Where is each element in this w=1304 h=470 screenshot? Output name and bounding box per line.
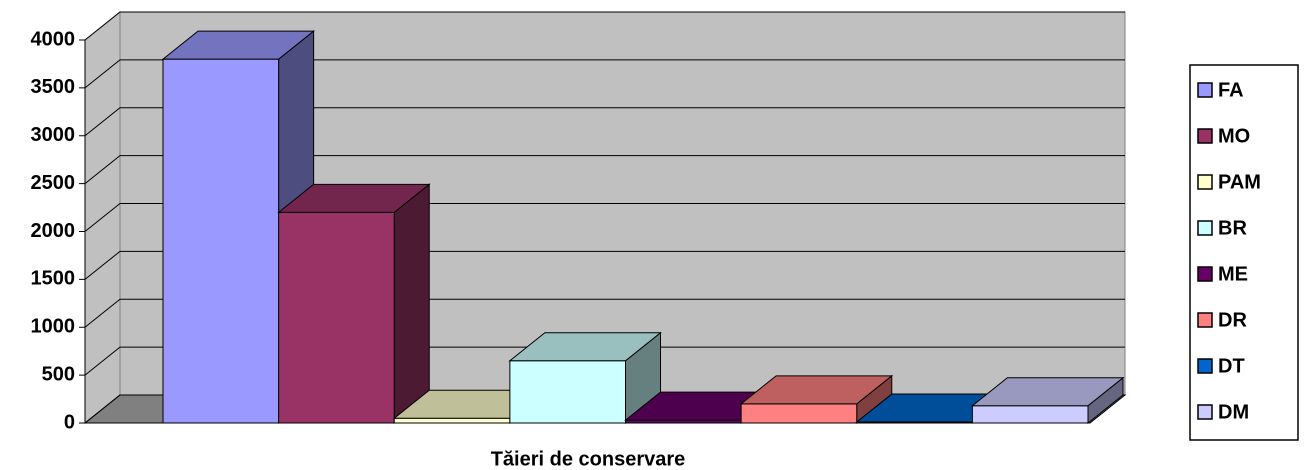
grid-line [84,11,1125,41]
legend-swatch [1197,220,1213,236]
legend-label: BR [1218,217,1247,239]
legend-swatch [1197,174,1213,190]
y-tick-label: 3500 [31,76,76,98]
legend-label: FA [1218,79,1244,101]
bar [740,403,858,424]
legend-label: ME [1218,263,1248,285]
bar-top [739,375,894,405]
legend-label: PAM [1218,171,1261,193]
grid-line [84,298,1125,328]
bar-top [161,30,316,60]
y-tick-label: 1000 [31,316,76,338]
legend-swatch [1197,128,1213,144]
legend-swatch [1197,82,1213,98]
bar-top [508,332,662,362]
bar [162,58,280,424]
bar [971,405,1089,424]
grid-line [84,203,1125,232]
bar [278,211,395,424]
legend-label: DT [1218,355,1245,377]
bar-top [277,183,431,213]
grid-line [84,155,1125,185]
legend-box [1189,64,1299,441]
y-tick-label: 2000 [31,220,76,242]
legend-swatch [1197,312,1213,328]
legend-swatch [1197,358,1213,374]
grid-line [84,250,1125,280]
bar-side [393,183,430,425]
grid-line [84,346,1125,376]
bar-top [970,377,1125,407]
y-tick-label: 1500 [31,268,76,290]
legend-swatch [1197,266,1213,282]
bar [393,417,511,424]
bar [509,360,626,424]
y-tick-label: 3000 [31,124,76,146]
legend-label: DM [1218,401,1249,423]
grid-line [84,59,1125,89]
y-tick-label: 2500 [31,172,76,194]
y-tick-label: 0 [64,411,75,433]
legend-swatch [1197,404,1213,420]
y-tick-label: 4000 [31,28,76,50]
legend-label: MO [1218,125,1250,147]
y-tick-label: 500 [42,363,75,385]
grid-line [84,107,1125,137]
legend-label: DR [1218,309,1247,331]
x-category-label: Tăieri de conservare [491,448,686,470]
